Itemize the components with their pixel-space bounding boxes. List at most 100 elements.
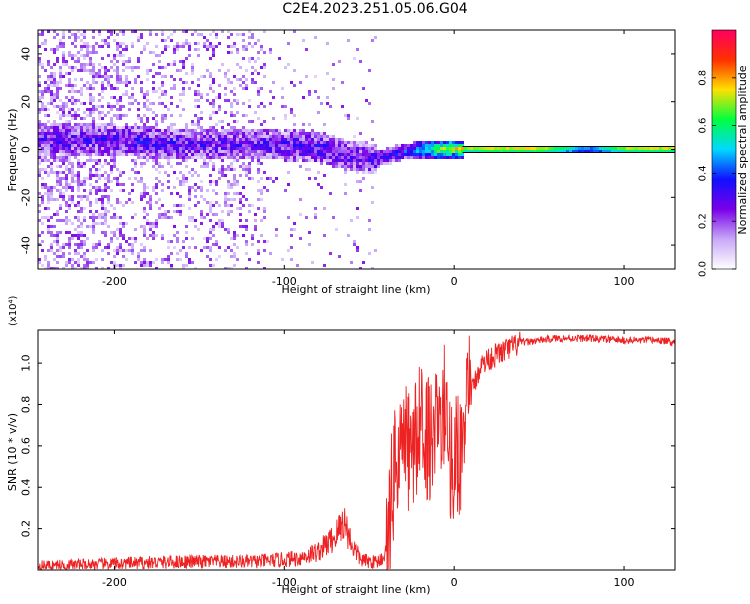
heatmap-cell: [494, 150, 497, 153]
spectrogram-heatmap: [38, 30, 675, 269]
heatmap-cell: [80, 54, 83, 57]
heatmap-cell: [119, 45, 122, 48]
heatmap-cell: [353, 162, 356, 165]
heatmap-cell: [641, 150, 644, 153]
heatmap-cell: [338, 147, 341, 150]
heatmap-cell: [71, 138, 74, 141]
heatmap-cell: [131, 30, 134, 33]
heatmap-cell: [50, 66, 53, 69]
heatmap-cell: [125, 75, 128, 78]
heatmap-cell: [68, 129, 71, 132]
heatmap-cell: [152, 141, 155, 144]
heatmap-cell: [140, 156, 143, 159]
heatmap-cell: [107, 144, 110, 147]
heatmap-cell: [137, 252, 140, 255]
heatmap-cell: [212, 129, 215, 132]
heatmap-cell: [281, 138, 284, 141]
heatmap-cell: [107, 123, 110, 126]
colorbar-label: Normalized spectral amplitude: [736, 65, 749, 234]
heatmap-cell: [119, 243, 122, 246]
heatmap-cell: [122, 171, 125, 174]
heatmap-cell: [278, 147, 281, 150]
heatmap-cell: [236, 33, 239, 36]
heatmap-cell: [227, 213, 230, 216]
heatmap-cell: [56, 126, 59, 129]
heatmap-cell: [119, 81, 122, 84]
heatmap-cell: [119, 105, 122, 108]
heatmap-cell: [62, 162, 65, 165]
heatmap-cell: [260, 45, 263, 48]
heatmap-cell: [230, 198, 233, 201]
heatmap-cell: [92, 231, 95, 234]
heatmap-cell: [362, 147, 365, 150]
heatmap-cell: [197, 93, 200, 96]
heatmap-cell: [299, 135, 302, 138]
heatmap-cell: [332, 147, 335, 150]
heatmap-cell: [80, 66, 83, 69]
heatmap-cell: [56, 267, 59, 269]
heatmap-cell: [206, 165, 209, 168]
heatmap-cell: [230, 183, 233, 186]
heatmap-cell: [269, 135, 272, 138]
heatmap-cell: [74, 114, 77, 117]
heatmap-cell: [86, 144, 89, 147]
heatmap-cell: [557, 150, 560, 153]
heatmap-cell: [179, 78, 182, 81]
heatmap-cell: [317, 138, 320, 141]
heatmap-cell: [104, 42, 107, 45]
heatmap-cell: [119, 183, 122, 186]
heatmap-cell: [596, 150, 599, 153]
heatmap-cell: [110, 144, 113, 147]
heatmap-cell: [257, 261, 260, 264]
heatmap-cell: [476, 150, 479, 153]
heatmap-cell: [380, 153, 383, 156]
heatmap-cell: [353, 153, 356, 156]
heatmap-cell: [113, 63, 116, 66]
snr-y-tick-label: 0.6: [20, 437, 33, 455]
heatmap-cell: [227, 99, 230, 102]
heatmap-cell: [59, 246, 62, 249]
heatmap-cell: [98, 111, 101, 114]
heatmap-cell: [521, 147, 524, 150]
heatmap-cell: [107, 42, 110, 45]
heatmap-cell: [440, 150, 443, 153]
heatmap-cell: [149, 264, 152, 267]
heatmap-cell: [155, 225, 158, 228]
heatmap-cell: [218, 105, 221, 108]
heatmap-cell: [182, 150, 185, 153]
heatmap-cell: [200, 33, 203, 36]
heatmap-cell: [65, 231, 68, 234]
heatmap-cell: [173, 132, 176, 135]
heatmap-cell: [605, 150, 608, 153]
heatmap-cell: [206, 189, 209, 192]
heatmap-cell: [377, 159, 380, 162]
heatmap-cell: [194, 189, 197, 192]
heatmap-cell: [173, 234, 176, 237]
heatmap-cell: [56, 237, 59, 240]
heatmap-cell: [182, 45, 185, 48]
heatmap-cell: [236, 132, 239, 135]
heatmap-cell: [92, 66, 95, 69]
heatmap-cell: [545, 150, 548, 153]
heatmap-cell: [335, 147, 338, 150]
heatmap-cell: [119, 171, 122, 174]
heatmap-cell: [191, 141, 194, 144]
heatmap-cell: [251, 204, 254, 207]
heatmap-cell: [212, 99, 215, 102]
heatmap-cell: [80, 267, 83, 269]
heatmap-cell: [200, 213, 203, 216]
heatmap-cell: [491, 150, 494, 153]
heatmap-cell: [209, 237, 212, 240]
heatmap-cell: [245, 78, 248, 81]
heatmap-cell: [215, 123, 218, 126]
heatmap-cell: [110, 180, 113, 183]
heatmap-cell: [308, 93, 311, 96]
heatmap-cell: [122, 234, 125, 237]
heatmap-cell: [254, 129, 257, 132]
heatmap-cell: [38, 261, 41, 264]
heatmap-cell: [287, 171, 290, 174]
heatmap-cell: [125, 78, 128, 81]
heatmap-cell: [74, 33, 77, 36]
heatmap-cell: [263, 207, 266, 210]
heatmap-cell: [299, 153, 302, 156]
